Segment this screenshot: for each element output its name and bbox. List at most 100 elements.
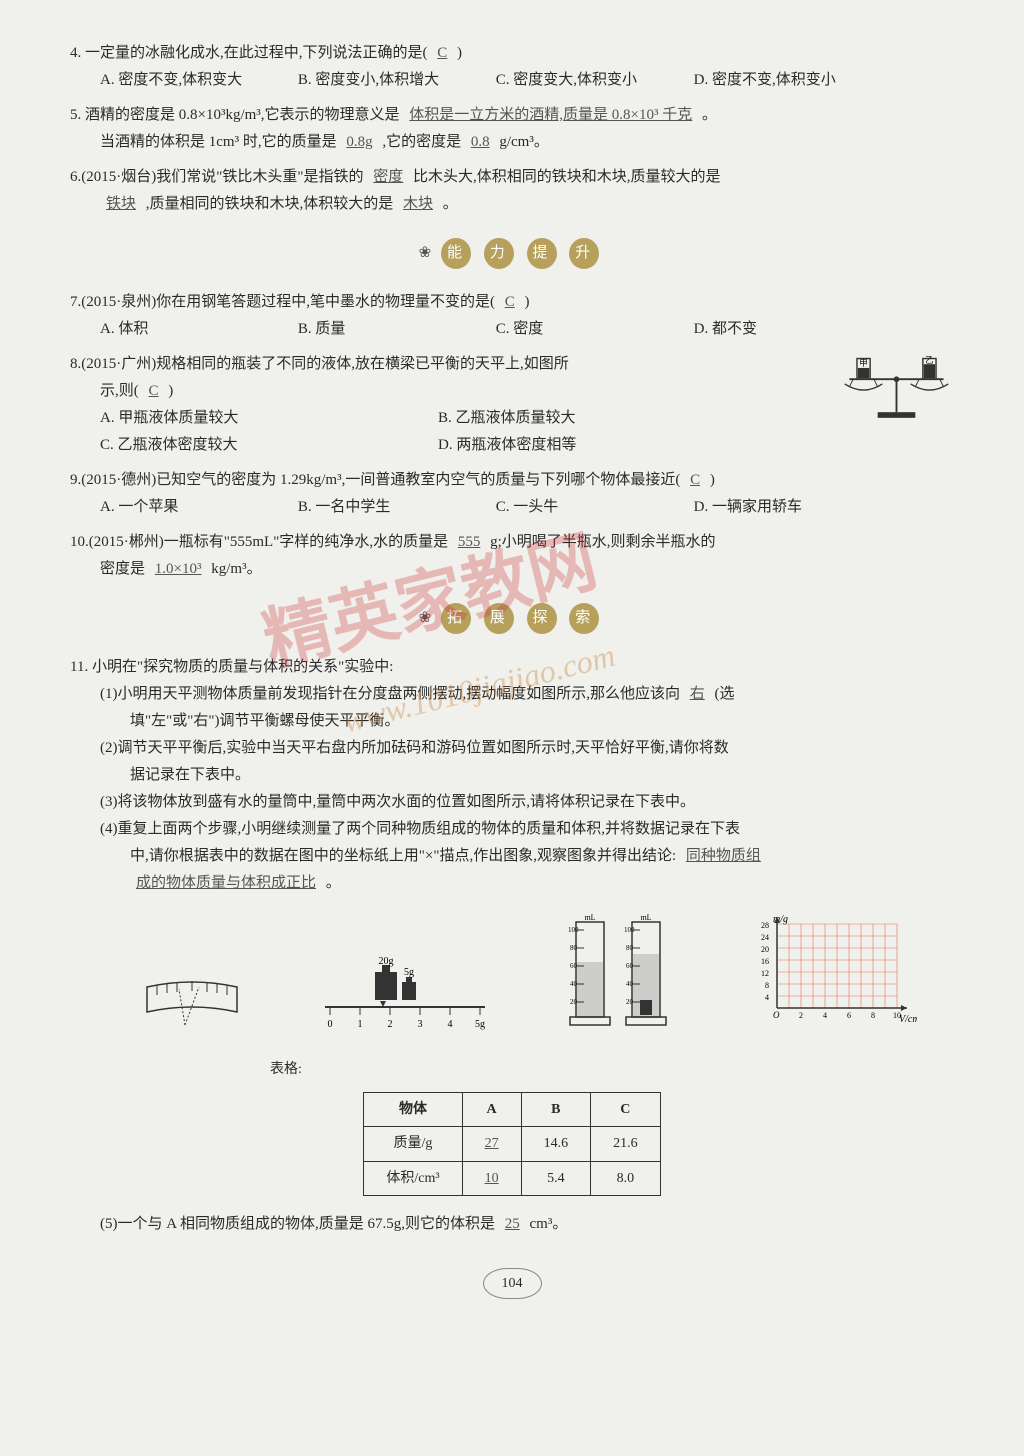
table-row-volume: 体积/cm³ 10 5.4 8.0 <box>364 1161 660 1195</box>
th-a: A <box>462 1093 521 1127</box>
q9-option-d: D. 一辆家用轿车 <box>694 494 882 521</box>
section-ability: ❀ 能 力 提 升 <box>70 238 954 269</box>
q4-text: 4. 一定量的冰融化成水,在此过程中,下列说法正确的是( C ) <box>70 40 954 67</box>
q8-option-a: A. 甲瓶液体质量较大 <box>100 405 428 432</box>
chart-grid <box>777 924 897 1008</box>
svg-text:16: 16 <box>761 957 769 966</box>
q7-option-a: A. 体积 <box>100 316 288 343</box>
question-6: 6.(2015·烟台)我们常说"铁比木头重"是指铁的 密度 比木头大,体积相同的… <box>70 164 954 218</box>
q11-sub4-c: 。 <box>326 875 341 891</box>
svg-text:4: 4 <box>823 1011 827 1020</box>
q5-line1: 5. 酒精的密度是 0.8×10³kg/m³,它表示的物理意义是 体积是一立方米… <box>70 102 954 129</box>
scale-3: 3 <box>418 1019 423 1030</box>
row1-label: 质量/g <box>364 1127 462 1161</box>
q11-sub4-line3: 成的物体质量与体积成正比 。 <box>70 870 954 897</box>
flower-icon-2: ❀ <box>419 610 435 626</box>
q6-ans3: 木块 <box>397 196 439 212</box>
q5-ans2: 0.8g <box>340 134 378 150</box>
q7-stem: 7.(2015·泉州)你在用钢笔答题过程中,笔中墨水的物理量不变的是( <box>70 294 495 310</box>
q9-answer: C <box>684 472 706 488</box>
q10-line1: 10.(2015·郴州)一瓶标有"555mL"字样的纯净水,水的质量是 555 … <box>70 529 954 556</box>
q10-text2a: 密度是 <box>100 561 145 577</box>
q10-ans1: 555 <box>452 534 487 550</box>
scale-1: 1 <box>358 1019 363 1030</box>
q7-option-d: D. 都不变 <box>694 316 882 343</box>
q9-close: ) <box>710 472 715 488</box>
q11-sub5-a: (5)一个与 A 相同物质组成的物体,质量是 67.5g,则它的体积是 <box>100 1216 495 1232</box>
q4-close: ) <box>457 45 462 61</box>
q5-ans3: 0.8 <box>465 134 496 150</box>
q11-sub4: (4)重复上面两个步骤,小明继续测量了两个同种物质组成的物体的质量和体积,并将数… <box>100 816 954 843</box>
svg-text:12: 12 <box>761 969 769 978</box>
balance-scale-icon: 甲 乙 <box>839 351 954 431</box>
svg-text:8: 8 <box>765 981 769 990</box>
q9-option-c: C. 一头牛 <box>496 494 684 521</box>
q5-text2c: g/cm³。 <box>499 134 549 150</box>
q9-stem: 9.(2015·德州)已知空气的密度为 1.29kg/m³,一间普通教室内空气的… <box>70 472 680 488</box>
q11-sub1-c: 填"左"或"右")调节平衡螺母使天平平衡。 <box>70 708 954 735</box>
q8-figure: 甲 乙 <box>839 351 954 441</box>
q11-sub3: (3)将该物体放到盛有水的量筒中,量筒中两次水面的位置如图所示,请将体积记录在下… <box>100 789 954 816</box>
row1-c: 21.6 <box>591 1127 661 1161</box>
q7-answer: C <box>499 294 521 310</box>
q10-text1b: g;小明喝了半瓶水,则剩余半瓶水的 <box>490 534 715 550</box>
q8-option-b: B. 乙瓶液体质量较大 <box>438 405 766 432</box>
scale-5g: 5g <box>475 1019 485 1030</box>
badge-1: 能 <box>441 238 471 269</box>
q11-sub1: (1)小明用天平测物体质量前发现指针在分度盘两侧摆动,摆动幅度如图所示,那么他应… <box>100 681 954 708</box>
q11-sub1-a: (1)小明用天平测物体质量前发现指针在分度盘两侧摆动,摆动幅度如图所示,那么他应… <box>100 686 680 702</box>
q8-option-d: D. 两瓶液体密度相等 <box>438 432 766 459</box>
badge2-1: 拓 <box>441 603 471 634</box>
row1-a: 27 <box>462 1127 521 1161</box>
cylinder-right: mL 100 80 60 40 20 <box>624 913 666 1025</box>
q8-line1: 8.(2015·广州)规格相同的瓶装了不同的液体,放在横梁已平衡的天平上,如图所 <box>70 351 829 378</box>
q5-ans1: 体积是一立方米的酒精,质量是 0.8×10³ 千克 <box>403 107 698 123</box>
q8-line2: 示,则( C ) <box>70 378 829 405</box>
q8-text-col: 8.(2015·广州)规格相同的瓶装了不同的液体,放在横梁已平衡的天平上,如图所… <box>70 351 829 459</box>
q8-close: ) <box>168 383 173 399</box>
row2-c: 8.0 <box>591 1161 661 1195</box>
q4-stem: 4. 一定量的冰融化成水,在此过程中,下列说法正确的是( <box>70 45 428 61</box>
q4-option-a: A. 密度不变,体积变大 <box>100 67 288 94</box>
q11-sub5-ans: 25 <box>499 1216 526 1232</box>
q4-option-d: D. 密度不变,体积变小 <box>694 67 882 94</box>
svg-text:4: 4 <box>765 993 769 1002</box>
svg-text:28: 28 <box>761 921 769 930</box>
q7-option-b: B. 质量 <box>298 316 486 343</box>
svg-text:O: O <box>773 1010 780 1020</box>
q4-answer: C <box>431 45 453 61</box>
q7-option-c: C. 密度 <box>496 316 684 343</box>
q5-text2b: ,它的密度是 <box>382 134 461 150</box>
q11-sub1-ans: 右 <box>684 686 711 702</box>
q6-text1b: 比木头大,体积相同的铁块和木块,质量较大的是 <box>413 169 721 185</box>
q9-text: 9.(2015·德州)已知空气的密度为 1.29kg/m³,一间普通教室内空气的… <box>70 467 954 494</box>
scale-weights-figure: 20g 5g 0 1 2 3 4 5g <box>320 957 490 1042</box>
q4-options: A. 密度不变,体积变大 B. 密度变小,体积增大 C. 密度变大,体积变小 D… <box>70 67 954 94</box>
cylinder-left: mL 100 80 60 40 20 <box>568 913 610 1025</box>
question-8: 8.(2015·广州)规格相同的瓶装了不同的液体,放在横梁已平衡的天平上,如图所… <box>70 351 954 459</box>
q11-sub2: (2)调节天平平衡后,实验中当天平右盘内所加砝码和游码位置如图所示时,天平恰好平… <box>100 735 954 762</box>
q7-options: A. 体积 B. 质量 C. 密度 D. 都不变 <box>70 316 954 343</box>
q11-sub1-b: (选 <box>715 686 735 702</box>
q11-sub5-b: cm³。 <box>530 1216 568 1232</box>
question-10: 10.(2015·郴州)一瓶标有"555mL"字样的纯净水,水的质量是 555 … <box>70 529 954 583</box>
badge2-4: 索 <box>569 603 599 634</box>
q6-ans2: 铁块 <box>100 196 142 212</box>
question-11: 11. 小明在"探究物质的质量与体积的关系"实验中: (1)小明用天平测物体质量… <box>70 654 954 1238</box>
q7-close: ) <box>525 294 530 310</box>
q11-sub4-ans: 同种物质组 <box>680 848 767 864</box>
q6-line1: 6.(2015·烟台)我们常说"铁比木头重"是指铁的 密度 比木头大,体积相同的… <box>70 164 954 191</box>
th-object: 物体 <box>364 1093 462 1127</box>
q11-sub4-ans2: 成的物体质量与体积成正比 <box>130 875 322 891</box>
scale-4: 4 <box>448 1019 453 1030</box>
q11-sub5: (5)一个与 A 相同物质组成的物体,质量是 67.5g,则它的体积是 25 c… <box>100 1211 954 1238</box>
page-number-value: 104 <box>483 1268 542 1299</box>
q4-option-c: C. 密度变大,体积变小 <box>496 67 684 94</box>
badge-3: 提 <box>527 238 557 269</box>
q10-text2b: kg/m³。 <box>211 561 261 577</box>
q5-line2: 当酒精的体积是 1cm³ 时,它的质量是 0.8g ,它的密度是 0.8 g/c… <box>70 129 954 156</box>
table-label: 表格: <box>70 1057 954 1082</box>
svg-text:6: 6 <box>847 1011 851 1020</box>
q9-option-b: B. 一名中学生 <box>298 494 486 521</box>
q7-text: 7.(2015·泉州)你在用钢笔答题过程中,笔中墨水的物理量不变的是( C ) <box>70 289 954 316</box>
